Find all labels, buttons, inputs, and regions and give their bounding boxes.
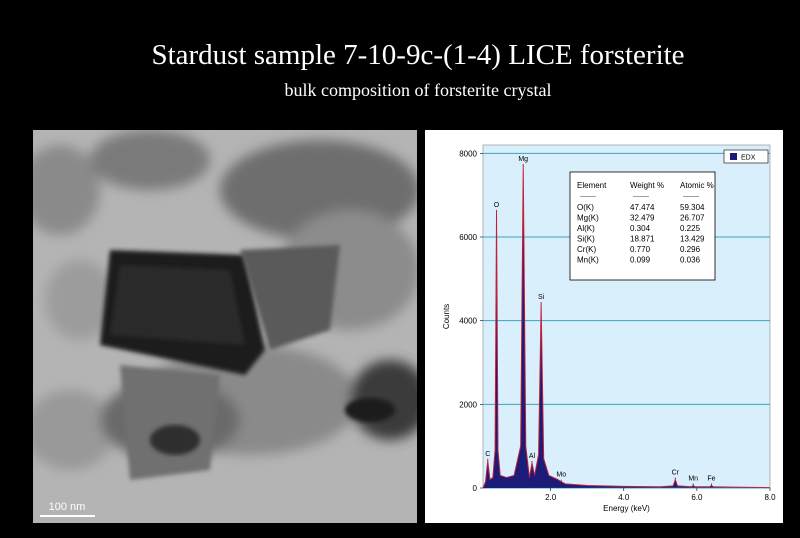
table-cell: Si(K) [577, 235, 595, 244]
table-box [569, 171, 716, 281]
table-cell: 0.099 [630, 256, 651, 265]
y-axis-label: Counts [442, 304, 451, 329]
table-cell: Mg(K) [577, 214, 599, 223]
peak-label: O [494, 202, 500, 209]
y-tick-label: 2000 [459, 400, 477, 409]
table-cell: 0.296 [680, 245, 701, 254]
table-cell: 0.225 [680, 224, 701, 233]
table-cell: 32.479 [630, 214, 655, 223]
table-cell: 47.474 [630, 203, 655, 212]
peak-label: Si [538, 294, 545, 301]
table-separator: -------- [580, 194, 596, 200]
micrograph: 100 nm [33, 130, 417, 523]
y-tick-label: 4000 [459, 317, 477, 326]
table-header: Weight % [630, 181, 664, 190]
table-cell: 0.770 [630, 245, 651, 254]
peak-label: Fe [707, 475, 715, 482]
peak-label: C [485, 451, 490, 458]
peak-label: Al [529, 453, 536, 460]
table-cell: O(K) [577, 203, 594, 212]
table-header: Element [577, 181, 607, 190]
table-cell: 0.036 [680, 256, 701, 265]
spectrum [482, 165, 771, 489]
table-cell: Cr(K) [577, 245, 596, 254]
peak-label: Mn [688, 475, 698, 482]
legend-label: EDX [741, 155, 756, 162]
x-axis-label: Energy (keV) [603, 504, 650, 513]
table-cell: Mn(K) [577, 256, 599, 265]
table-cell: Al(K) [577, 224, 595, 233]
x-tick-label: 2.0 [545, 493, 557, 502]
chart: 0 2000 4000 6000 8000 2.0 4.0 6.0 8.0 Energy (keV… [442, 149, 776, 513]
scale-label: 100 nm [49, 501, 86, 513]
y-tick-label: 6000 [459, 233, 477, 242]
peak-label: Mo [556, 472, 566, 479]
slide-title: Stardust sample 7-10-9c-(1-4) LICE forst… [151, 39, 684, 71]
table-cell: 13.429 [680, 235, 705, 244]
table-cell: 0.304 [630, 224, 651, 233]
x-tick-label: 6.0 [691, 493, 703, 502]
x-tick-label: 4.0 [618, 493, 630, 502]
legend-swatch [730, 153, 737, 160]
y-tick-label: 8000 [459, 149, 477, 158]
table-cell: 18.871 [630, 235, 655, 244]
peak-label: Cr [672, 470, 680, 477]
slide-subtitle: bulk composition of forsterite crystal [285, 80, 552, 100]
peak-label: Mg [518, 156, 528, 163]
table-separator: -------- [633, 194, 649, 200]
x-tick-label: 8.0 [764, 493, 776, 502]
table-header: Atomic % [680, 181, 714, 190]
table-cell: 26.707 [680, 214, 705, 223]
table-separator: -------- [683, 194, 699, 200]
table-cell: 59.304 [680, 203, 705, 212]
y-tick-label: 0 [473, 484, 478, 493]
